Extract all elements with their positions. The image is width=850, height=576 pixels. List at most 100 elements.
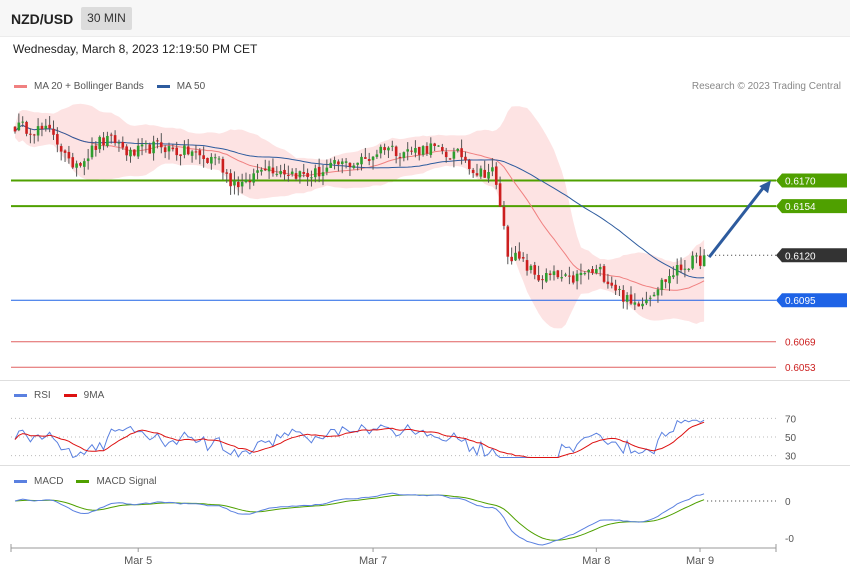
candle bbox=[452, 147, 456, 168]
candle-body bbox=[83, 161, 86, 167]
x-tick-label: Mar 7 bbox=[359, 555, 387, 567]
candle bbox=[225, 168, 229, 183]
candle-body bbox=[571, 275, 575, 283]
candle bbox=[48, 116, 51, 133]
candle-body bbox=[583, 273, 587, 275]
candle-body bbox=[383, 147, 386, 151]
candle bbox=[333, 156, 336, 170]
candle-body bbox=[675, 265, 679, 276]
candle-body bbox=[29, 133, 32, 135]
candle bbox=[591, 266, 594, 275]
candle bbox=[79, 161, 82, 168]
candle-body bbox=[371, 156, 375, 161]
ma20-swatch bbox=[14, 85, 27, 88]
candle-body bbox=[136, 145, 140, 157]
candle-body bbox=[606, 281, 610, 285]
candle bbox=[221, 156, 225, 180]
candle-body bbox=[113, 135, 117, 144]
level-tag-0.6154: 0.6154 bbox=[776, 199, 847, 214]
candle-body bbox=[410, 150, 413, 152]
ma50-swatch bbox=[156, 85, 170, 88]
candle bbox=[622, 285, 625, 309]
candle-body bbox=[171, 147, 175, 150]
candle bbox=[267, 160, 271, 179]
candle-body bbox=[317, 166, 321, 177]
candle-body bbox=[529, 265, 533, 270]
candle-body bbox=[186, 146, 190, 155]
candle bbox=[329, 158, 332, 169]
candle-body bbox=[36, 126, 40, 136]
candle bbox=[487, 163, 490, 183]
candle bbox=[387, 146, 390, 159]
candle bbox=[652, 292, 656, 297]
forecast-arrow-head bbox=[759, 180, 771, 194]
candle bbox=[302, 163, 306, 178]
candle-body bbox=[660, 279, 664, 291]
candle-body bbox=[379, 146, 383, 154]
candle bbox=[186, 139, 190, 156]
candle bbox=[564, 272, 567, 277]
candle bbox=[502, 200, 506, 230]
legend-ma50: MA 50 bbox=[156, 81, 205, 92]
candle bbox=[494, 162, 498, 190]
candle-body bbox=[695, 255, 698, 257]
candle bbox=[163, 145, 167, 159]
candle-body bbox=[79, 163, 82, 166]
candle bbox=[541, 275, 544, 290]
candle bbox=[491, 158, 494, 177]
candle bbox=[75, 160, 78, 177]
candle bbox=[375, 149, 379, 159]
candle-body bbox=[106, 135, 109, 146]
candle bbox=[179, 154, 182, 166]
candle bbox=[244, 172, 248, 184]
rsi-tick-70: 70 bbox=[785, 414, 797, 425]
candle-body bbox=[48, 124, 51, 129]
candle bbox=[598, 263, 602, 277]
candle-body bbox=[545, 273, 548, 282]
candle bbox=[548, 270, 552, 281]
candle-body bbox=[206, 157, 209, 163]
candle bbox=[560, 269, 563, 282]
candle bbox=[398, 152, 402, 167]
candle bbox=[56, 127, 59, 153]
candle bbox=[248, 174, 252, 190]
candle bbox=[683, 260, 687, 278]
candle bbox=[25, 120, 28, 137]
legend-macd-signal: MACD Signal bbox=[76, 476, 156, 487]
candle-body bbox=[702, 255, 706, 267]
candle-body bbox=[310, 177, 313, 179]
macd-tick-0: 0 bbox=[785, 497, 791, 508]
candle bbox=[525, 253, 529, 276]
candle-body bbox=[98, 136, 101, 150]
candle-body bbox=[502, 206, 506, 226]
timeframe-button[interactable]: 30 MIN bbox=[81, 7, 132, 30]
candle bbox=[229, 169, 232, 195]
rsi-swatch bbox=[14, 394, 27, 397]
candle-body bbox=[63, 150, 67, 153]
candle bbox=[52, 120, 55, 141]
candle bbox=[483, 160, 486, 178]
candle-body bbox=[109, 134, 113, 136]
candle-body bbox=[468, 160, 471, 169]
candle-body bbox=[367, 159, 371, 161]
candle-body bbox=[229, 173, 232, 187]
candle bbox=[552, 265, 556, 281]
candle bbox=[433, 142, 436, 152]
level-tag-0.6095-bg bbox=[776, 293, 847, 308]
candle-body bbox=[683, 268, 687, 270]
candle-body bbox=[402, 152, 406, 158]
candle-body bbox=[475, 173, 479, 176]
candle bbox=[383, 143, 386, 155]
rsi-legend: RSI 9MA bbox=[14, 390, 117, 401]
legend-macd: MACD bbox=[14, 476, 63, 487]
candle-body bbox=[333, 160, 336, 164]
candle bbox=[298, 170, 302, 184]
candle-body bbox=[364, 157, 367, 159]
timestamp: Wednesday, March 8, 2023 12:19:50 PM CET bbox=[13, 42, 258, 56]
rsi-tick-30: 30 bbox=[785, 452, 797, 463]
candle-body bbox=[568, 275, 571, 277]
candle-body bbox=[167, 146, 171, 152]
candle-body bbox=[148, 144, 152, 154]
candle-body bbox=[202, 155, 205, 160]
candle bbox=[545, 268, 548, 283]
